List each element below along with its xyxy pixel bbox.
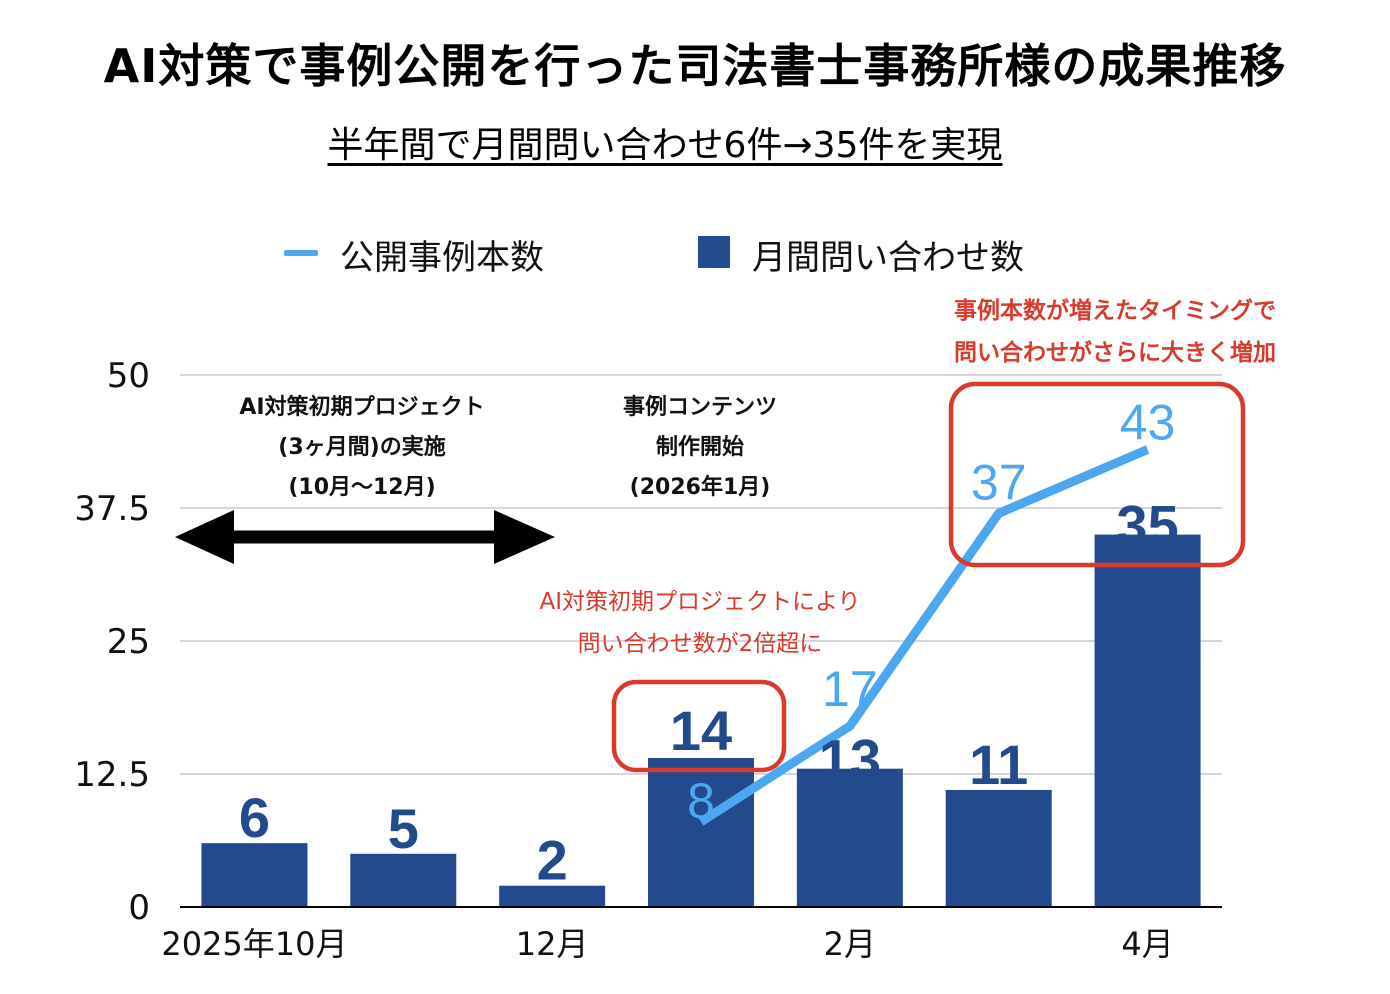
line-value-label: 43 (1120, 394, 1176, 450)
y-tick-label: 0 (128, 888, 150, 928)
legend-line-swatch (284, 250, 318, 256)
highlight-box-increase (948, 381, 1246, 568)
bar-value-label: 6 (239, 786, 270, 849)
bar (945, 789, 1052, 907)
annotation-project-line1: AI対策初期プロジェクト (239, 395, 485, 420)
bar (350, 853, 457, 907)
x-tick-label: 2月 (824, 925, 876, 963)
arrow-head-left (175, 510, 234, 564)
bar (201, 843, 308, 907)
y-tick-label: 25 (107, 622, 150, 662)
chart-title: AI対策で事例公開を行った司法書士事務所様の成果推移 (103, 39, 1287, 93)
bar-value-label: 13 (819, 728, 881, 791)
annotation-increase-line1: 事例本数が増えたタイミングで (954, 298, 1276, 324)
bar (796, 768, 903, 907)
annotation-project-line3: (10月〜12月) (288, 475, 436, 500)
x-tick-label: 2025年10月 (161, 925, 347, 963)
legend: 公開事例本数 月間問い合わせ数 (0, 228, 1390, 278)
bar-value-label: 5 (388, 797, 419, 860)
x-tick-label: 4月 (1121, 925, 1173, 963)
annotation-content-line1: 事例コンテンツ (622, 395, 777, 420)
bar (648, 758, 754, 907)
y-tick-label: 37.5 (74, 489, 150, 529)
annotation-double: AI対策初期プロジェクトにより 問い合わせ数が2倍超に (490, 581, 910, 665)
annotation-content-line2: 制作開始 (655, 435, 744, 460)
annotation-double-line1: AI対策初期プロジェクトにより (539, 589, 861, 615)
annotation-double-line2: 問い合わせ数が2倍超に (577, 631, 823, 657)
line-value-label: 8 (687, 773, 715, 829)
annotation-increase-line2: 問い合わせがさらに大きく増加 (954, 340, 1276, 366)
legend-bar-swatch (698, 236, 730, 268)
annotation-content-line3: (2026年1月) (629, 475, 771, 500)
line-value-label: 37 (971, 454, 1027, 510)
highlight-box-14 (611, 679, 787, 773)
bar-value-label: 11 (969, 733, 1028, 796)
chart-subtitle: 半年間で月間問い合わせ6件→35件を実現 (327, 125, 1003, 166)
x-tick-label: 12月 (516, 925, 589, 963)
bar-value-label: 35 (1116, 494, 1178, 557)
bar-value-label: 14 (670, 699, 732, 762)
arrow-head-right (494, 510, 555, 564)
line-value-label: 17 (822, 661, 878, 717)
legend-line-label: 公開事例本数 (340, 238, 544, 278)
bar (1094, 534, 1201, 907)
y-tick-label: 12.5 (74, 755, 150, 795)
annotation-project: AI対策初期プロジェクト (3ヶ月間)の実施 (10月〜12月) (212, 388, 512, 508)
series-line (698, 445, 1150, 826)
annotation-project-line2: (3ヶ月間)の実施 (278, 435, 446, 460)
bar (499, 885, 606, 907)
annotation-content: 事例コンテンツ 制作開始 (2026年1月) (590, 388, 810, 508)
annotation-increase: 事例本数が増えたタイミングで 問い合わせがさらに大きく増加 (905, 290, 1325, 374)
bar-value-label: 2 (537, 829, 568, 892)
y-tick-label: 50 (107, 356, 150, 396)
legend-bar-label: 月間問い合わせ数 (752, 238, 1024, 278)
